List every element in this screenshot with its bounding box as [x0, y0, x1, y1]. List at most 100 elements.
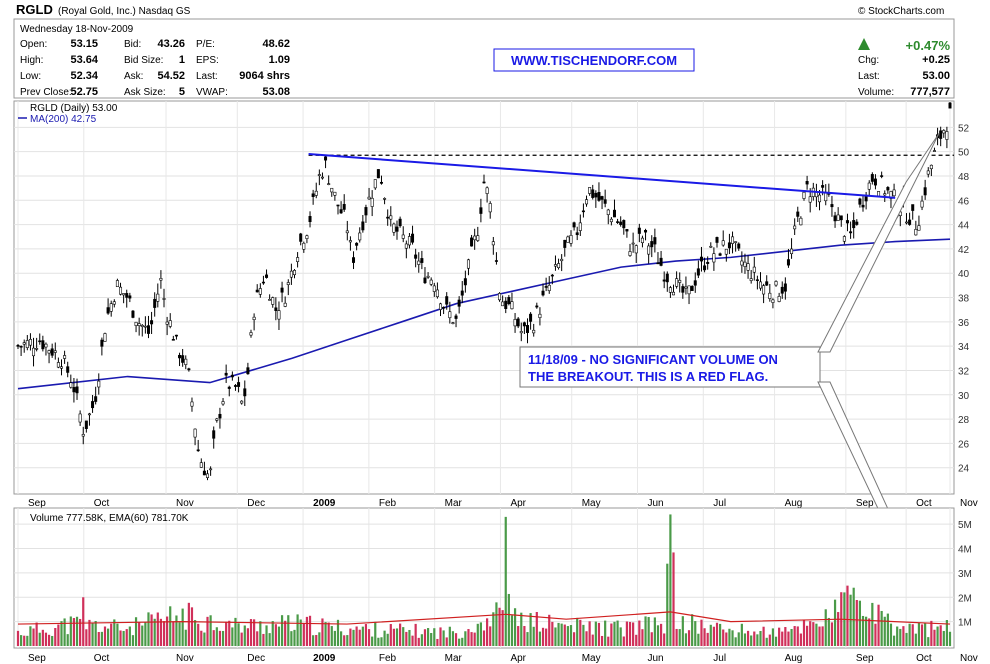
price-bar-body	[911, 204, 915, 211]
volume-bar	[486, 618, 489, 646]
price-bar-body	[870, 174, 874, 182]
quote-value: 1	[179, 54, 185, 66]
price-bar-body	[426, 275, 430, 278]
volume-bar	[607, 636, 610, 646]
quote-label: Bid Size:	[124, 55, 163, 66]
price-bar-body	[867, 182, 871, 190]
volume-bar	[228, 620, 231, 646]
price-legend-ma: MA(200) 42.75	[30, 114, 97, 125]
price-bar-body	[672, 291, 676, 296]
volume-bar	[29, 626, 32, 646]
volume-bar	[88, 619, 91, 646]
price-bar-body	[339, 209, 343, 214]
price-bar-body	[842, 236, 846, 242]
price-bar-body	[100, 339, 104, 347]
price-bar-body	[681, 286, 685, 293]
volume-bar	[240, 632, 243, 646]
price-bar-body	[41, 340, 45, 350]
price-bar-body	[665, 273, 669, 283]
price-bar-body	[19, 345, 23, 348]
volume-bar	[352, 629, 355, 646]
price-bar-body	[432, 285, 436, 292]
volume-bar	[91, 622, 94, 646]
volume-bar	[374, 621, 377, 646]
quote-value: 9064 shrs	[239, 70, 290, 82]
volume-bar	[821, 626, 824, 646]
volume-bar	[663, 633, 666, 646]
volume-bar	[411, 635, 414, 646]
volume-bar	[852, 587, 855, 646]
price-bar-body	[171, 339, 175, 341]
price-bar-body	[774, 281, 778, 286]
volume-bar	[666, 563, 669, 646]
volume-bar	[206, 616, 209, 646]
change-percent: +0.47%	[906, 38, 951, 53]
price-bar-body	[886, 187, 890, 191]
volume-bar	[458, 638, 461, 646]
price-bar-body	[401, 234, 405, 239]
price-bar-body	[81, 434, 85, 437]
volume-bar	[905, 632, 908, 646]
volume-bar	[914, 633, 917, 646]
volume-bar	[461, 637, 464, 646]
volume-bar	[280, 615, 284, 646]
volume-bar	[625, 621, 629, 646]
volume-bar	[495, 602, 498, 646]
volume-bar	[911, 624, 914, 646]
price-bar-body	[687, 285, 691, 295]
volume-bar	[35, 622, 38, 646]
volume-bar	[212, 630, 215, 646]
volume-bar	[942, 630, 945, 646]
price-bar-body	[619, 221, 623, 225]
price-bar-body	[75, 386, 79, 394]
price-bar-body	[16, 344, 20, 347]
quote-label: Last:	[196, 71, 218, 82]
price-bar-body	[926, 170, 930, 175]
volume-bar	[613, 621, 616, 646]
volume-bar	[377, 637, 380, 646]
volume-bar	[644, 616, 647, 646]
price-bar-body	[63, 355, 67, 359]
volume-bar	[358, 629, 361, 646]
price-bar-body	[128, 295, 132, 299]
price-bar-body	[420, 258, 424, 263]
price-bar-body	[731, 236, 735, 244]
price-bar-body	[463, 278, 467, 286]
volume-bar	[675, 628, 678, 646]
brand-label: © StockCharts.com	[858, 6, 944, 17]
price-bar-body	[184, 358, 188, 365]
price-bar-body	[572, 222, 576, 228]
volume-bar	[253, 619, 256, 646]
price-bar-body	[414, 254, 418, 259]
price-bar-body	[112, 301, 116, 305]
x-tick-label: Jun	[648, 653, 664, 664]
volume-bar	[939, 625, 942, 646]
price-bar-body	[830, 204, 834, 208]
volume-bar	[367, 629, 371, 646]
price-bar-body	[758, 281, 762, 289]
volume-bar	[430, 633, 433, 646]
price-bar-body	[852, 220, 856, 229]
volume-bar	[464, 631, 467, 646]
price-bar-body	[429, 279, 433, 285]
price-bar-body	[532, 329, 536, 334]
price-bar-body	[569, 235, 573, 244]
callout-upper	[817, 133, 940, 353]
x-tick-label: Nov	[960, 498, 978, 509]
quote-label: Ask Size:	[124, 87, 166, 98]
volume-bar	[771, 628, 775, 646]
volume-bar	[324, 622, 327, 646]
ticker-symbol: RGLD	[16, 2, 53, 17]
price-bar-body	[308, 216, 312, 223]
volume-bar	[147, 612, 150, 646]
price-bar-body	[59, 366, 63, 369]
y-tick-label: 28	[958, 415, 970, 426]
volume-bar	[818, 626, 821, 646]
volume-bar	[889, 623, 893, 646]
price-bar-body	[585, 199, 589, 205]
volume-bar	[489, 626, 492, 646]
volume-bar	[246, 628, 249, 646]
x-tick-label: Jul	[713, 498, 726, 509]
quote-value: 43.26	[157, 38, 185, 50]
